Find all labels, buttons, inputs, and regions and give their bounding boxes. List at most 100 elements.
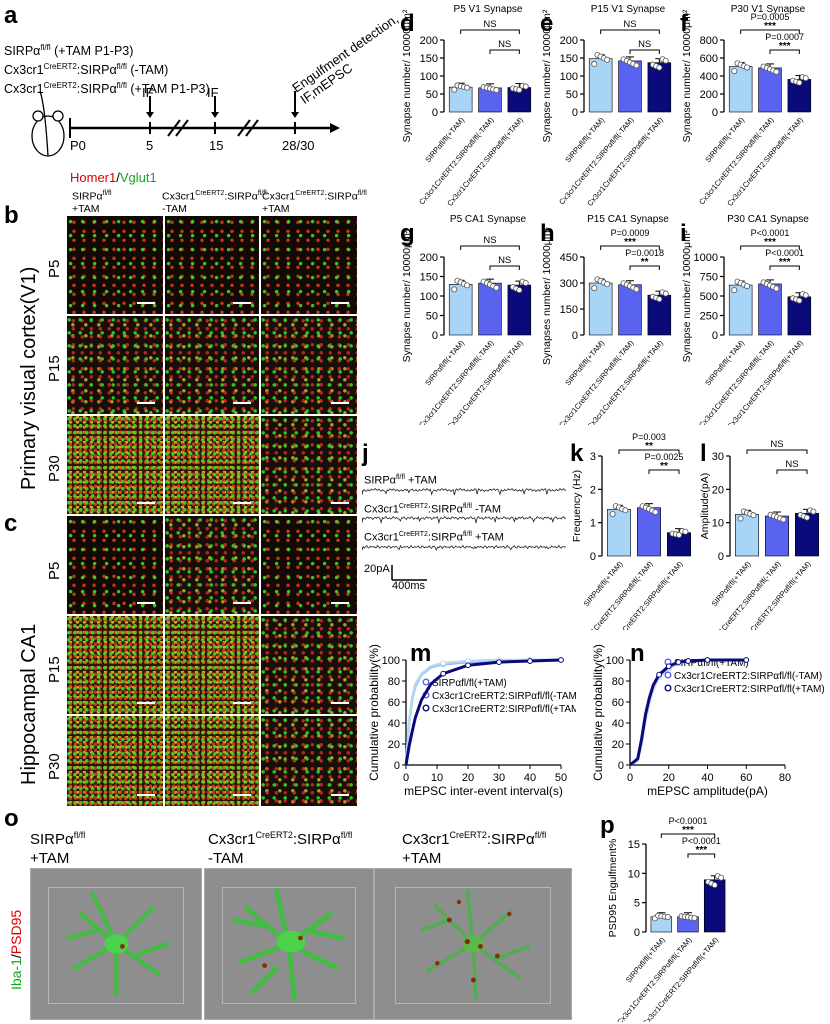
- sig-bracket: [740, 245, 800, 250]
- y-tick-label: 0: [432, 330, 438, 342]
- group-list: SIRPαfl/fl (+TAM P1-P3) Cx3cr1CreERT2:SI…: [4, 40, 210, 97]
- series-line: [404, 658, 562, 766]
- sig-bracket: [600, 245, 660, 250]
- bar: [448, 284, 473, 336]
- row-label-ca1-p30: P30: [46, 753, 63, 780]
- sig-bracket: [776, 469, 808, 474]
- sig-label: NS: [770, 439, 783, 450]
- y-axis-label: PSD95 Engulfment%: [607, 839, 619, 938]
- legend-homer1: Homer1: [70, 170, 117, 185]
- y-tick-label: 100: [420, 71, 438, 83]
- scale-label-y: 20pA: [364, 563, 390, 575]
- panel-label-k: k: [570, 440, 584, 467]
- chart-title: P15 CA1 Synapse: [587, 214, 669, 225]
- micrograph-v1-p15-1: [66, 315, 164, 415]
- y-tick-label: 1: [590, 518, 596, 530]
- y-axis-label: Synapse number/ 10000μm²: [681, 9, 693, 142]
- legend-marker: [664, 671, 672, 679]
- legend-vglut1: Vglut1: [119, 170, 157, 185]
- y-tick-label: 0: [572, 330, 578, 342]
- y-tick-label: 20: [612, 739, 624, 751]
- y-tick-label: 0: [618, 760, 624, 772]
- legend-label: Cx3cr1CreERT2:SIRPαfl/fl(+TAM): [432, 704, 576, 715]
- micrograph-ca1-p30-1: [66, 715, 164, 807]
- y-tick-label: 80: [612, 676, 624, 688]
- micrograph-ca1-p30-2: [164, 715, 260, 807]
- panel-label-e: e: [540, 10, 554, 37]
- data-point: [804, 514, 811, 521]
- trace-2: [362, 515, 567, 525]
- data-point: [750, 512, 757, 519]
- series-point: [496, 659, 502, 666]
- micrograph-v1-p5-1: [66, 215, 164, 315]
- series-point: [440, 670, 447, 677]
- o-header-1: SIRPαfl/fl +TAM: [30, 830, 86, 867]
- sig-label: NS: [483, 19, 496, 30]
- data-point: [622, 507, 629, 514]
- chart-n: 0 20 40 60 80 100 0 20 40 60 80 mEPSC amplitude(pA)…: [591, 644, 825, 798]
- sig-pvalue: P<0.0001: [765, 248, 804, 258]
- y-tick-label: 100: [560, 71, 578, 83]
- y-axis-label: Synapses number/ 10000μm²: [541, 227, 553, 365]
- x-tick-label: 40: [524, 772, 536, 784]
- sig-stars: ***: [779, 257, 791, 268]
- data-point: [810, 508, 817, 515]
- arrow-label-if-1: IF: [142, 85, 154, 100]
- row-label-ca1-p15: P15: [46, 656, 63, 683]
- sig-bracket: [489, 265, 520, 270]
- series-point: [685, 658, 692, 664]
- data-point: [516, 86, 523, 93]
- data-point: [773, 68, 780, 75]
- sig-bracket: [769, 265, 800, 270]
- panel-label-g: g: [400, 220, 415, 247]
- data-point: [682, 528, 689, 535]
- data-point: [773, 285, 780, 292]
- legend-marker: [422, 678, 430, 686]
- y-axis-label: Synapse number/ 10000μm²: [541, 9, 553, 142]
- micrograph-ca1-p15-3: [260, 615, 358, 715]
- x-tick-label: 0: [403, 772, 409, 784]
- sig-label: NS: [498, 39, 511, 50]
- micrograph-v1-p5-3: [260, 215, 358, 315]
- sig-bracket: [460, 245, 520, 250]
- data-point: [796, 297, 803, 304]
- sig-bracket: [489, 49, 520, 54]
- panel-label-n: n: [630, 640, 645, 667]
- series-point: [704, 657, 711, 663]
- data-point: [464, 282, 471, 289]
- chart-title: P5 CA1 Synapse: [450, 214, 527, 225]
- data-point: [451, 86, 458, 93]
- trace-label-1: SIRPαfl/fl +TAM: [364, 474, 437, 487]
- legend-slash: /: [116, 170, 120, 185]
- panel-label-o: o: [4, 805, 19, 832]
- panel-label-h: h: [540, 220, 555, 247]
- panel-label-j: j: [362, 440, 369, 467]
- y-tick-label: 50: [426, 311, 438, 323]
- sig-stars: ***: [695, 845, 707, 856]
- data-point: [609, 511, 616, 518]
- panel-label-m: m: [410, 640, 432, 667]
- panel-label-b: b: [4, 202, 19, 229]
- y-tick-label: 100: [606, 655, 624, 667]
- y-tick-label: 0: [572, 107, 578, 119]
- micrograph-v1-p15-3: [260, 315, 358, 415]
- y-axis-label: Synapse number/ 10000μm²: [681, 229, 693, 362]
- y-tick-label: 250: [700, 311, 718, 323]
- legend-label: SIRPαfl/fl(+TAM): [674, 658, 749, 669]
- x-axis-label: mEPSC amplitude(pA): [647, 784, 768, 798]
- data-point: [662, 57, 669, 64]
- tick-5: 5: [146, 138, 154, 153]
- bar: [618, 60, 642, 113]
- row-label-v1-p15: P15: [46, 355, 63, 382]
- sig-pvalue: P=0.0025: [645, 452, 684, 462]
- render-3d-1: [30, 868, 202, 1020]
- y-tick-label: 200: [420, 252, 438, 264]
- sig-bracket: [460, 29, 520, 34]
- sig-stars: ***: [624, 237, 636, 248]
- sig-bracket: [746, 449, 808, 454]
- y-tick-label: 20: [388, 739, 400, 751]
- y-tick-label: 150: [420, 53, 438, 65]
- x-tick-label: 40: [701, 772, 713, 784]
- sig-stars: ***: [682, 825, 694, 836]
- o-side-label: Iba-1/PSD95: [8, 910, 24, 990]
